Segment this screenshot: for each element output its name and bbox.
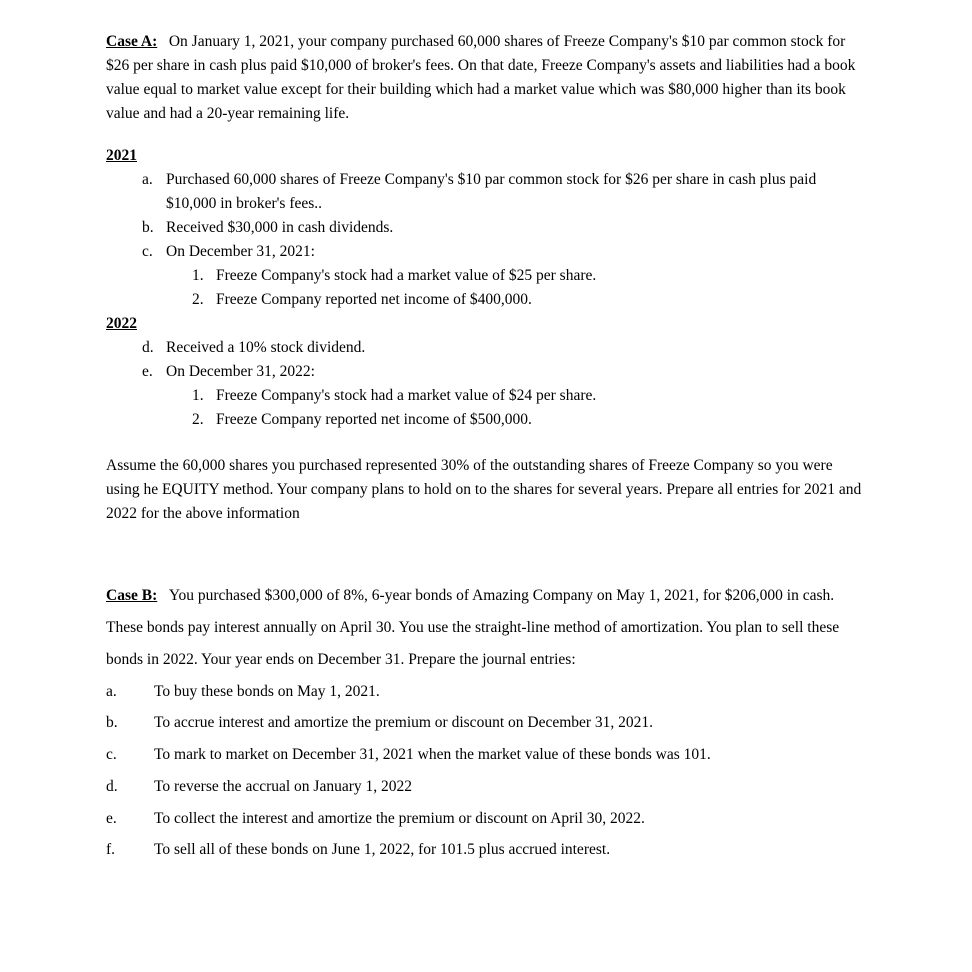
case-a-assume: Assume the 60,000 shares you purchased r…	[106, 454, 866, 526]
year-2021-heading: 2021	[106, 144, 866, 168]
item-marker: d.	[106, 771, 154, 803]
item-2022-e: e. On December 31, 2022: 1. Freeze Compa…	[142, 360, 866, 432]
item-text: To collect the interest and amortize the…	[154, 803, 645, 835]
subitem-marker: 1.	[192, 384, 204, 408]
subitem-marker: 2.	[192, 288, 204, 312]
subitem-e1: 1. Freeze Company's stock had a market v…	[192, 384, 866, 408]
item-2021-b: b. Received $30,000 in cash dividends.	[142, 216, 866, 240]
case-b-item-a: a.To buy these bonds on May 1, 2021.	[106, 676, 866, 708]
item-marker: a.	[106, 676, 154, 708]
case-b-item-e: e.To collect the interest and amortize t…	[106, 803, 866, 835]
item-text: To sell all of these bonds on June 1, 20…	[154, 834, 610, 866]
list-2022: d. Received a 10% stock dividend. e. On …	[142, 336, 866, 432]
item-text: To mark to market on December 31, 2021 w…	[154, 739, 711, 771]
item-marker: e.	[142, 360, 153, 384]
item-text: To buy these bonds on May 1, 2021.	[154, 676, 380, 708]
subitem-text: Freeze Company reported net income of $5…	[216, 411, 532, 428]
item-2022-d: d. Received a 10% stock dividend.	[142, 336, 866, 360]
case-b-intro-text: You purchased $300,000 of 8%, 6-year bon…	[106, 587, 839, 668]
case-b-section: Case B: You purchased $300,000 of 8%, 6-…	[106, 580, 866, 866]
item-2021-a: a. Purchased 60,000 shares of Freeze Com…	[142, 168, 866, 216]
case-b-item-c: c.To mark to market on December 31, 2021…	[106, 739, 866, 771]
item-marker: b.	[106, 707, 154, 739]
item-text: To accrue interest and amortize the prem…	[154, 707, 653, 739]
case-b-item-f: f.To sell all of these bonds on June 1, …	[106, 834, 866, 866]
subitem-c1: 1. Freeze Company's stock had a market v…	[192, 264, 866, 288]
item-2021-c: c. On December 31, 2021: 1. Freeze Compa…	[142, 240, 866, 312]
item-text: Received $30,000 in cash dividends.	[166, 219, 393, 236]
subitem-text: Freeze Company's stock had a market valu…	[216, 267, 596, 284]
case-b-item-b: b.To accrue interest and amortize the pr…	[106, 707, 866, 739]
item-marker: e.	[106, 803, 154, 835]
item-text: On December 31, 2021:	[166, 243, 315, 260]
subitem-text: Freeze Company's stock had a market valu…	[216, 387, 596, 404]
item-text: Received a 10% stock dividend.	[166, 339, 365, 356]
year-2022-heading: 2022	[106, 312, 866, 336]
case-a-intro-text: On January 1, 2021, your company purchas…	[106, 33, 855, 122]
item-marker: c.	[142, 240, 153, 264]
case-a-intro: Case A: On January 1, 2021, your company…	[106, 30, 866, 126]
item-text: To reverse the accrual on January 1, 202…	[154, 771, 412, 803]
case-b-intro: Case B: You purchased $300,000 of 8%, 6-…	[106, 580, 866, 675]
item-text: Purchased 60,000 shares of Freeze Compan…	[166, 171, 816, 212]
subitem-e2: 2. Freeze Company reported net income of…	[192, 408, 866, 432]
list-2021: a. Purchased 60,000 shares of Freeze Com…	[142, 168, 866, 312]
item-text: On December 31, 2022:	[166, 363, 315, 380]
subitem-marker: 2.	[192, 408, 204, 432]
subitem-c2: 2. Freeze Company reported net income of…	[192, 288, 866, 312]
case-b-label: Case B:	[106, 587, 157, 604]
case-a-section: Case A: On January 1, 2021, your company…	[106, 30, 866, 526]
subitem-marker: 1.	[192, 264, 204, 288]
case-b-list: a.To buy these bonds on May 1, 2021. b.T…	[106, 676, 866, 867]
item-marker: b.	[142, 216, 154, 240]
item-marker: c.	[106, 739, 154, 771]
subitem-text: Freeze Company reported net income of $4…	[216, 291, 532, 308]
case-a-label: Case A:	[106, 33, 157, 50]
item-marker: d.	[142, 336, 154, 360]
sublist-2021-c: 1. Freeze Company's stock had a market v…	[192, 264, 866, 312]
case-b-item-d: d.To reverse the accrual on January 1, 2…	[106, 771, 866, 803]
item-marker: f.	[106, 834, 154, 866]
item-marker: a.	[142, 168, 153, 192]
sublist-2022-e: 1. Freeze Company's stock had a market v…	[192, 384, 866, 432]
